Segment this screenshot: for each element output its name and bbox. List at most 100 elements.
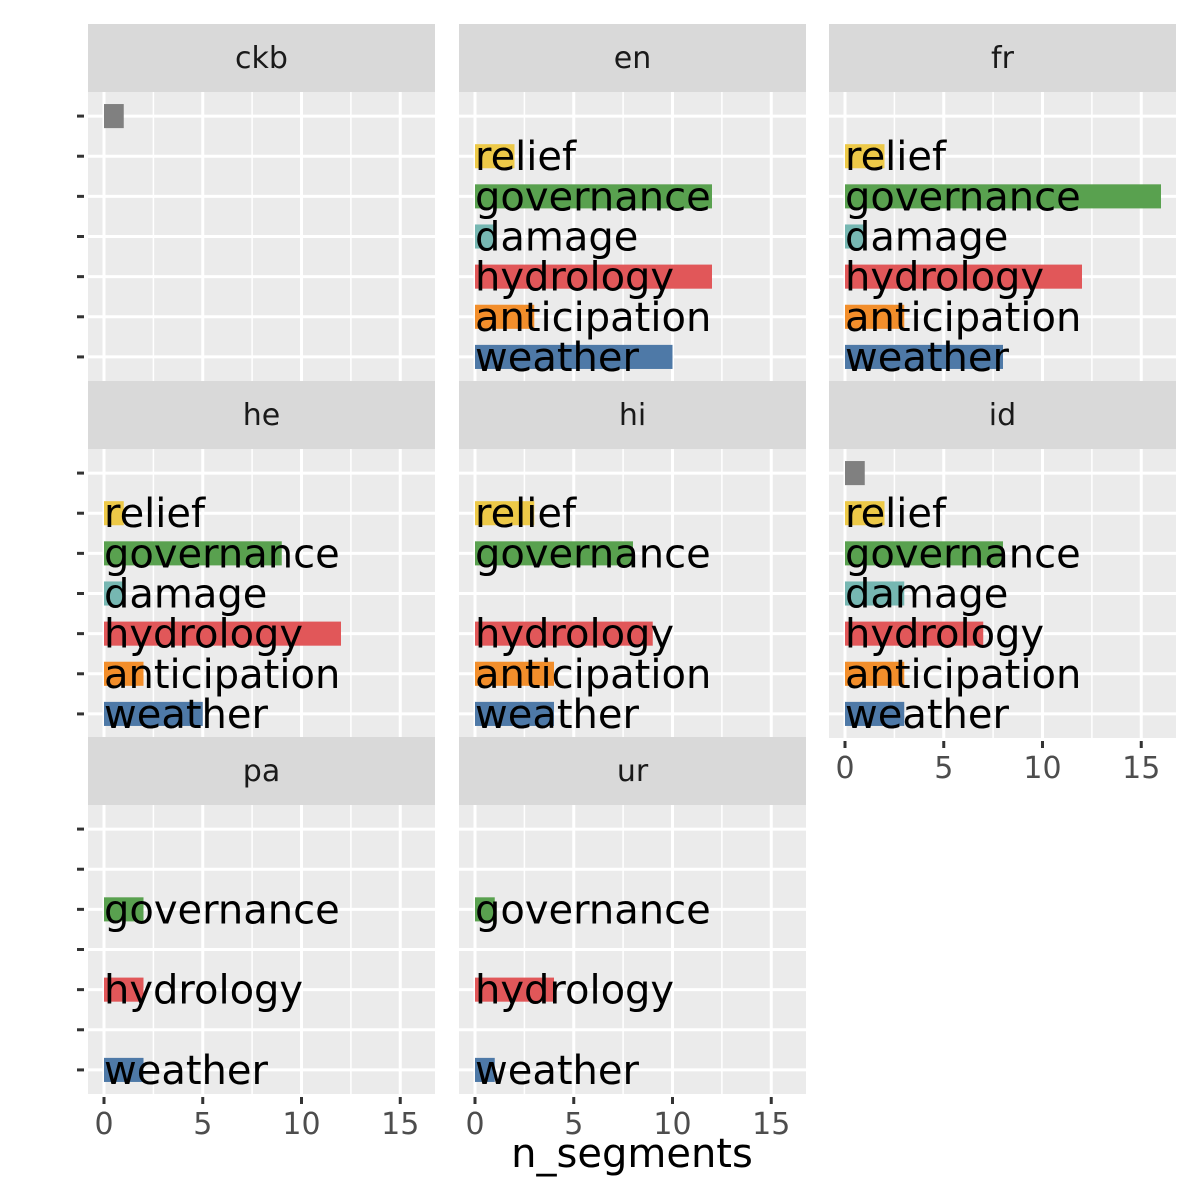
bar-label-anticipation: anticipation: [104, 652, 340, 698]
bar-relief: [845, 501, 885, 526]
bar-relief: [104, 501, 124, 526]
bar-label-governance: governance: [475, 887, 711, 933]
facet-strip: [459, 24, 806, 92]
bar-anticipation: [845, 661, 905, 686]
bar-label-damage: damage: [845, 215, 1008, 261]
bar-weather: [475, 1057, 495, 1082]
bar-weather: [475, 701, 554, 726]
bar-label-relief: relief: [104, 491, 206, 537]
facet-strip: [88, 381, 435, 449]
bar-hydrology: [845, 264, 1082, 289]
bar-weather: [845, 701, 905, 726]
bar-label-hydrology: hydrology: [104, 612, 303, 658]
bar-anticipation: [475, 304, 535, 329]
x-tick-label: 5: [934, 751, 953, 786]
panel-id: id weatheranticipationhydrologydamagegove…: [829, 381, 1176, 786]
x-tick-label: 0: [465, 1107, 484, 1142]
bar-label-damage: damage: [104, 572, 267, 618]
bar-label-hydrology: hydrology: [845, 612, 1044, 658]
panel-ckb: ckb: [77, 24, 435, 381]
facet-strip-label: en: [614, 41, 651, 76]
bar-label-anticipation: anticipation: [475, 295, 711, 341]
bar-label-weather: weather: [104, 692, 268, 738]
x-tick-label: 5: [193, 1107, 212, 1142]
bar-other: [845, 461, 865, 486]
x-tick-label: 10: [1023, 751, 1061, 786]
x-tick-label: 0: [835, 751, 854, 786]
bar-weather: [104, 701, 203, 726]
bar-label-relief: relief: [845, 134, 947, 180]
bar-weather: [845, 344, 1003, 369]
bar-governance: [104, 541, 282, 566]
bar-other: [104, 104, 124, 129]
x-tick-label: 10: [282, 1107, 320, 1142]
bar-label-weather: weather: [475, 692, 639, 738]
facet-strip-label: hi: [619, 398, 646, 433]
bar-label-weather: weather: [845, 335, 1009, 381]
bar-label-relief: relief: [475, 491, 577, 537]
bar-damage: [845, 224, 865, 249]
facet-strip: [829, 381, 1176, 449]
bar-governance: [104, 897, 144, 922]
bar-label-relief: relief: [475, 134, 577, 180]
bar-anticipation: [104, 661, 144, 686]
bar-label-anticipation: anticipation: [845, 652, 1081, 698]
facet-strip: [829, 24, 1176, 92]
bar-label-weather: weather: [845, 692, 1009, 738]
bar-label-governance: governance: [475, 531, 711, 577]
bar-relief: [475, 501, 535, 526]
x-tick-label: 10: [653, 1107, 691, 1142]
bar-governance: [475, 184, 712, 209]
bar-label-governance: governance: [845, 531, 1081, 577]
bar-hydrology: [475, 977, 554, 1002]
bar-label-damage: damage: [475, 215, 638, 261]
panel-fr: fr weatheranticipationhydrologydamagegove…: [829, 24, 1176, 381]
bar-weather: [104, 1057, 144, 1082]
panel-pa: pa weather hydrology governance 0 5 10 15: [77, 737, 435, 1142]
bar-anticipation: [845, 304, 905, 329]
bar-label-weather: weather: [475, 1048, 639, 1094]
bar-label-weather: weather: [475, 335, 639, 381]
panel-he: he weatheranticipationhydrologydamagegove…: [77, 381, 435, 738]
facet-strip: [459, 381, 806, 449]
facet-strip-label: pa: [243, 754, 280, 789]
bar-label-hydrology: hydrology: [475, 968, 674, 1014]
bar-governance: [475, 897, 495, 922]
bar-relief: [845, 144, 885, 169]
bar-label-anticipation: anticipation: [845, 295, 1081, 341]
facet-strip-label: id: [989, 398, 1016, 433]
x-tick-label: 15: [1122, 751, 1160, 786]
bar-label-hydrology: hydrology: [475, 255, 674, 301]
facet-strip-label: he: [243, 398, 280, 433]
x-tick-label: 15: [381, 1107, 419, 1142]
bar-damage: [104, 581, 124, 606]
bar-label-anticipation: anticipation: [475, 652, 711, 698]
panels-layer: ckb enweatheranticipationhydrologydamageg…: [77, 24, 1176, 1142]
bar-label-governance: governance: [104, 531, 340, 577]
bar-anticipation: [475, 661, 554, 686]
bar-label-governance: governance: [104, 887, 340, 933]
facet-strip-label: ckb: [235, 41, 288, 76]
bar-governance: [475, 541, 633, 566]
facet-strip: [459, 737, 806, 805]
x-axis-title: n_segments: [511, 1131, 753, 1177]
bar-governance: [845, 184, 1161, 209]
x-tick-label: 0: [94, 1107, 113, 1142]
panel-ur: ur weather hydrology governance 0 5 10 15: [459, 737, 806, 1142]
x-tick-label: 15: [752, 1107, 790, 1142]
facet-strip-label: fr: [991, 41, 1015, 76]
bar-relief: [475, 144, 515, 169]
facet-strip-label: ur: [617, 754, 649, 789]
bar-label-hydrology: hydrology: [845, 255, 1044, 301]
bar-label-hydrology: hydrology: [475, 612, 674, 658]
bar-hydrology: [845, 621, 984, 646]
bar-label-hydrology: hydrology: [104, 968, 303, 1014]
bar-governance: [845, 541, 1003, 566]
bar-damage: [475, 224, 495, 249]
bar-hydrology: [475, 264, 712, 289]
bar-label-damage: damage: [845, 572, 1008, 618]
panel-en: en weatheranticipationhydrologydamagegove…: [459, 24, 806, 381]
bar-label-governance: governance: [475, 174, 711, 220]
